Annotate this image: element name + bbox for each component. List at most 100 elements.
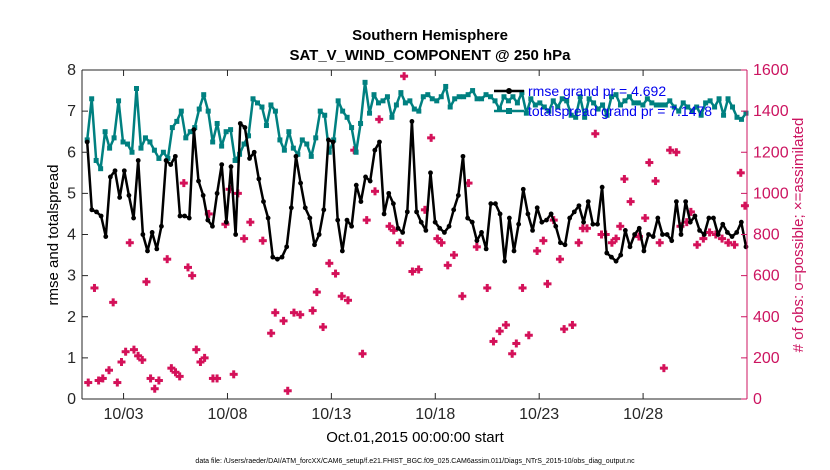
rmse-point — [94, 209, 99, 215]
y-left-tick-label: 4 — [67, 227, 76, 244]
rmse-point — [687, 219, 693, 225]
totalspread-point — [398, 90, 404, 96]
rmse-point — [697, 227, 702, 233]
totalspread-point — [662, 102, 668, 108]
rmse-point — [312, 242, 317, 248]
totalspread-point — [488, 94, 494, 100]
rmse-point — [646, 232, 651, 237]
rmse-point — [353, 182, 359, 188]
rmse-point — [683, 199, 689, 205]
totalspread-point — [707, 98, 713, 104]
rmse-point — [442, 230, 447, 235]
totalspread-point — [156, 155, 162, 161]
y-right-tick-label: 600 — [753, 268, 780, 285]
totalspread-point — [353, 149, 359, 155]
totalspread-point — [142, 135, 148, 141]
totalspread-point — [178, 108, 184, 114]
x-tick-label: 10/18 — [415, 406, 455, 423]
rmse-point — [530, 227, 535, 233]
rmse-point — [223, 219, 229, 225]
totalspread-point — [613, 92, 619, 98]
obs-marker — [472, 242, 481, 251]
obs-marker — [458, 292, 467, 301]
rmse-point — [321, 207, 327, 213]
obs-marker — [105, 366, 114, 375]
obs-marker — [213, 374, 222, 383]
rmse-point — [609, 254, 614, 260]
rmse-point — [386, 190, 392, 196]
rmse-point — [200, 193, 206, 198]
obs-marker — [117, 357, 126, 366]
obs-marker — [167, 364, 176, 373]
rmse-point — [344, 217, 350, 223]
obs-marker — [555, 255, 564, 264]
totalspread-point — [617, 102, 623, 108]
totalspread-point — [640, 102, 646, 108]
rmse-point — [131, 215, 136, 221]
totalspread-point — [689, 108, 695, 114]
rmse-point — [613, 258, 619, 264]
rmse-point — [307, 215, 313, 221]
rmse-point — [377, 139, 382, 145]
rmse-point — [168, 162, 174, 167]
rmse-point — [135, 158, 141, 163]
rmse-point — [205, 217, 211, 223]
rmse-point — [720, 221, 726, 227]
rmse-point — [112, 168, 118, 174]
rmse-point — [650, 234, 656, 239]
totalspread-point — [107, 145, 113, 151]
rmse-point — [743, 244, 749, 250]
rmse-point — [298, 180, 303, 186]
rmse-point — [590, 221, 596, 227]
totalspread-point — [425, 92, 431, 98]
totalspread-point — [286, 129, 292, 135]
totalspread-point — [295, 151, 301, 157]
obs-marker — [705, 228, 714, 237]
obs-marker — [666, 146, 675, 155]
totalspread-point — [649, 100, 655, 106]
totalspread-point — [219, 143, 225, 149]
obs-marker — [518, 283, 527, 292]
obs-marker — [645, 158, 654, 167]
rmse-point — [497, 211, 503, 217]
totalspread-point — [721, 112, 727, 118]
totalspread-point — [367, 110, 373, 116]
obs-marker — [724, 238, 733, 247]
rmse-point — [89, 207, 95, 213]
totalspread-point — [730, 104, 736, 110]
totalspread-point — [501, 94, 507, 100]
totalspread-point — [281, 147, 287, 153]
totalspread-point — [116, 98, 122, 104]
obs-marker — [620, 174, 629, 183]
obs-marker — [134, 351, 143, 360]
totalspread-point — [492, 98, 498, 104]
totalspread-point — [514, 100, 520, 106]
rmse-point — [302, 205, 308, 211]
totalspread-point — [268, 102, 274, 108]
totalspread-point — [246, 133, 252, 139]
obs-marker — [568, 320, 577, 329]
y-right-tick-label: 1000 — [753, 185, 789, 202]
legend-label: rmse grand pr = 4.692 — [528, 83, 666, 99]
totalspread-point — [474, 96, 480, 102]
obs-marker — [267, 329, 276, 338]
legend-swatch-marker — [506, 88, 512, 94]
totalspread-point — [595, 106, 601, 112]
y-right-tick-label: 1200 — [753, 144, 789, 161]
rmse-point — [622, 227, 628, 233]
obs-marker — [188, 271, 197, 280]
totalspread-point — [317, 108, 323, 114]
totalspread-point — [716, 96, 722, 102]
totalspread-point — [259, 104, 265, 110]
obs-marker — [146, 374, 155, 383]
legend-entry: rmse grand pr = 4.692 — [494, 83, 666, 99]
x-axis-label: Oct.01,2015 00:00:00 start — [326, 429, 504, 446]
rmse-point — [604, 250, 610, 256]
totalspread-point — [743, 110, 749, 116]
totalspread-point — [147, 139, 153, 145]
rmse-point — [664, 232, 670, 237]
obs-marker — [258, 236, 267, 245]
obs-marker — [641, 214, 650, 223]
rmse-point — [516, 221, 522, 227]
rmse-point — [237, 121, 243, 126]
